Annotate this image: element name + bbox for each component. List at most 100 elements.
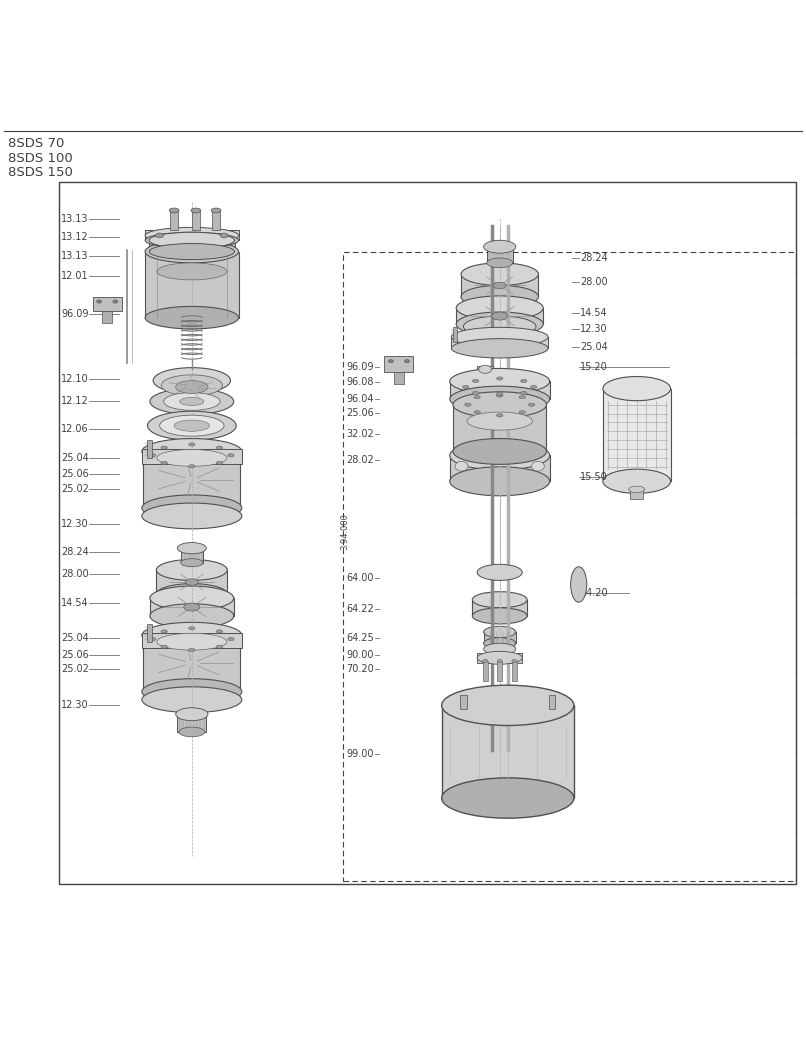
Bar — [93, 297, 122, 311]
Text: 25.02: 25.02 — [61, 664, 89, 674]
Ellipse shape — [461, 285, 538, 308]
Text: 99.00: 99.00 — [347, 748, 374, 759]
Ellipse shape — [113, 300, 118, 303]
Ellipse shape — [474, 411, 480, 414]
Text: 96.09: 96.09 — [347, 362, 374, 372]
Ellipse shape — [161, 646, 168, 649]
Ellipse shape — [216, 461, 222, 464]
Text: 12.10: 12.10 — [61, 374, 89, 384]
Bar — [143, 635, 240, 692]
Bar — [192, 211, 200, 230]
Ellipse shape — [603, 376, 671, 400]
Ellipse shape — [497, 659, 502, 662]
Ellipse shape — [145, 306, 239, 329]
Ellipse shape — [472, 379, 479, 383]
Bar — [142, 633, 242, 648]
Ellipse shape — [149, 637, 156, 640]
Ellipse shape — [519, 395, 526, 399]
Text: 28.00: 28.00 — [580, 278, 608, 287]
Ellipse shape — [474, 395, 480, 399]
Ellipse shape — [464, 403, 471, 407]
Ellipse shape — [603, 470, 671, 494]
Text: 25.04: 25.04 — [61, 453, 89, 463]
Ellipse shape — [211, 209, 221, 213]
Text: 25.06: 25.06 — [347, 408, 374, 418]
Ellipse shape — [453, 438, 546, 464]
Ellipse shape — [484, 627, 516, 637]
Text: 64.00: 64.00 — [347, 573, 374, 583]
Ellipse shape — [142, 503, 242, 529]
Bar — [59, 182, 796, 885]
Text: 96.08: 96.08 — [347, 377, 374, 387]
Ellipse shape — [455, 461, 468, 472]
Ellipse shape — [97, 300, 102, 303]
Bar — [181, 548, 203, 563]
Ellipse shape — [160, 415, 224, 436]
Ellipse shape — [145, 227, 239, 243]
Ellipse shape — [150, 389, 234, 414]
Ellipse shape — [496, 394, 503, 397]
Text: 25.06: 25.06 — [61, 650, 89, 659]
Ellipse shape — [450, 369, 550, 394]
Ellipse shape — [150, 604, 234, 628]
Bar — [170, 211, 178, 230]
Text: 90.00: 90.00 — [347, 650, 374, 659]
Text: 32.02: 32.02 — [347, 429, 374, 439]
Ellipse shape — [228, 454, 235, 457]
Ellipse shape — [629, 486, 645, 493]
Ellipse shape — [142, 686, 242, 713]
Ellipse shape — [492, 312, 508, 320]
Text: 12.01: 12.01 — [61, 270, 89, 281]
Ellipse shape — [496, 377, 503, 380]
Text: 64.25: 64.25 — [347, 633, 374, 643]
Ellipse shape — [216, 630, 222, 633]
Bar — [477, 653, 522, 662]
Ellipse shape — [496, 392, 503, 396]
Ellipse shape — [149, 233, 235, 248]
Bar — [451, 337, 548, 348]
Ellipse shape — [174, 420, 210, 432]
Ellipse shape — [161, 446, 168, 450]
Ellipse shape — [145, 233, 239, 248]
Ellipse shape — [442, 778, 574, 818]
Ellipse shape — [571, 567, 587, 603]
Ellipse shape — [453, 392, 546, 417]
Text: 8SDS 150: 8SDS 150 — [8, 167, 73, 179]
Text: 28.00: 28.00 — [61, 569, 89, 578]
Bar — [145, 230, 239, 240]
Ellipse shape — [519, 411, 526, 414]
Ellipse shape — [496, 414, 503, 417]
Ellipse shape — [177, 543, 206, 553]
Text: 14.54: 14.54 — [580, 308, 608, 318]
Bar — [456, 308, 543, 324]
Ellipse shape — [161, 375, 222, 396]
Bar — [384, 356, 413, 372]
Text: 13.13: 13.13 — [61, 215, 89, 224]
Bar — [453, 405, 546, 452]
Ellipse shape — [463, 386, 469, 389]
Ellipse shape — [521, 379, 527, 383]
Ellipse shape — [484, 637, 516, 649]
Text: 25.04: 25.04 — [61, 633, 89, 643]
Bar — [453, 327, 457, 342]
Bar — [394, 372, 404, 384]
Ellipse shape — [472, 391, 479, 395]
Text: 96.04: 96.04 — [347, 394, 374, 405]
Ellipse shape — [388, 359, 393, 363]
Bar — [472, 599, 527, 616]
Ellipse shape — [479, 365, 492, 373]
Ellipse shape — [149, 243, 235, 260]
Ellipse shape — [220, 233, 228, 238]
Ellipse shape — [467, 412, 533, 430]
Ellipse shape — [477, 564, 522, 581]
Text: 64.22: 64.22 — [347, 604, 374, 614]
Text: 64.20: 64.20 — [580, 588, 608, 597]
Text: 3.94.000: 3.94.000 — [340, 514, 350, 550]
Ellipse shape — [156, 233, 164, 238]
Bar — [487, 246, 513, 263]
Bar — [102, 311, 112, 323]
Ellipse shape — [153, 368, 231, 393]
Text: 12.06: 12.06 — [61, 423, 89, 434]
Bar — [177, 715, 206, 732]
Ellipse shape — [530, 386, 537, 389]
